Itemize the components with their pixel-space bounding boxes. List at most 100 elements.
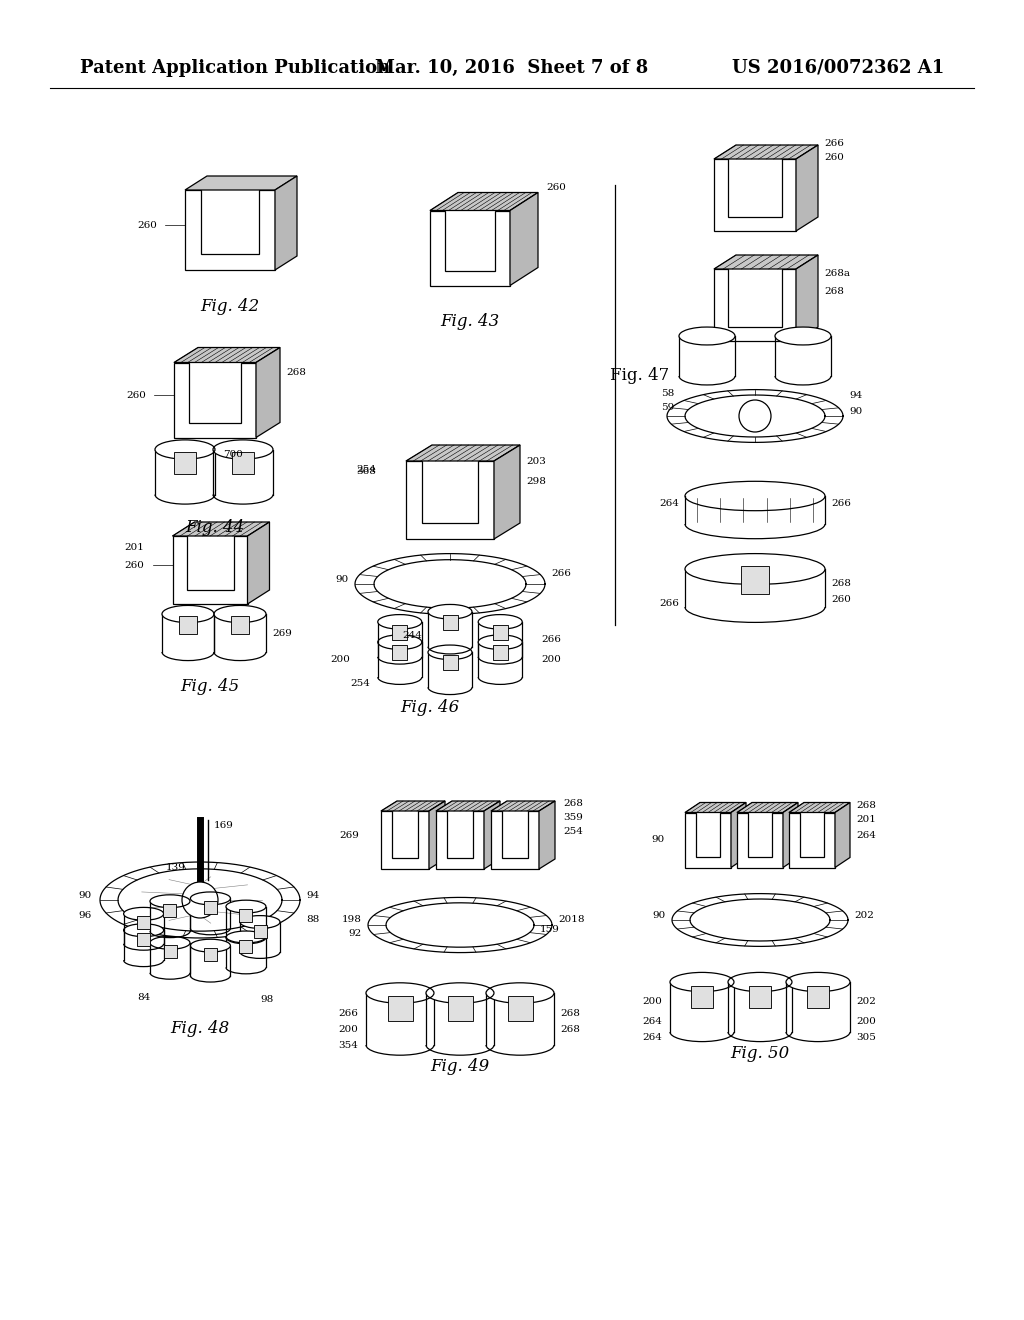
Text: 700: 700 (223, 450, 243, 459)
Bar (428, 652, 472, 688)
Text: 260: 260 (831, 594, 851, 603)
Text: 298: 298 (526, 477, 546, 486)
Bar (691, 986, 713, 1008)
Polygon shape (685, 803, 746, 813)
Text: 58: 58 (662, 389, 674, 399)
Text: 84: 84 (137, 994, 150, 1002)
Text: US 2016/0072362 A1: US 2016/0072362 A1 (732, 59, 944, 77)
Bar (387, 997, 413, 1022)
Text: 266: 266 (824, 139, 844, 148)
Bar (232, 451, 254, 474)
Bar (486, 993, 554, 1045)
Circle shape (182, 882, 218, 917)
Bar (179, 616, 197, 635)
Bar (240, 921, 280, 952)
Polygon shape (213, 440, 273, 459)
Bar (428, 611, 472, 647)
Polygon shape (478, 635, 522, 649)
Text: 98: 98 (260, 995, 273, 1005)
Bar (150, 942, 190, 973)
Text: Fig. 48: Fig. 48 (170, 1020, 229, 1038)
Text: 159: 159 (540, 925, 560, 935)
Text: Patent Application Publication: Patent Application Publication (80, 59, 390, 77)
Text: 268a: 268a (824, 269, 850, 279)
Polygon shape (155, 440, 215, 459)
Polygon shape (378, 635, 422, 649)
Text: 94: 94 (306, 891, 319, 899)
Bar (124, 913, 164, 944)
Polygon shape (214, 606, 266, 623)
Polygon shape (381, 810, 429, 869)
Polygon shape (226, 900, 266, 913)
Text: 269: 269 (339, 830, 359, 840)
Bar (685, 496, 825, 524)
Text: 266: 266 (551, 569, 570, 578)
Bar (366, 993, 434, 1045)
Polygon shape (406, 461, 494, 539)
Text: Fig. 43: Fig. 43 (440, 314, 500, 330)
Polygon shape (124, 907, 164, 920)
Text: 268: 268 (560, 1008, 580, 1018)
Bar (378, 642, 422, 677)
Text: 254: 254 (350, 680, 370, 689)
Bar (775, 337, 831, 376)
Text: 198: 198 (342, 916, 362, 924)
Bar (190, 899, 230, 928)
Polygon shape (162, 606, 214, 623)
Text: 264: 264 (856, 830, 876, 840)
Bar (124, 931, 164, 960)
Bar (137, 933, 151, 945)
Polygon shape (275, 176, 297, 271)
Bar (728, 982, 792, 1032)
Text: 260: 260 (125, 561, 144, 569)
Polygon shape (790, 803, 850, 813)
Text: 90: 90 (651, 836, 665, 845)
Bar (685, 569, 825, 607)
Text: 90: 90 (849, 407, 862, 416)
Bar (741, 566, 769, 594)
Polygon shape (539, 801, 555, 869)
Bar (213, 450, 273, 495)
Bar (442, 655, 458, 671)
Bar (204, 900, 217, 913)
Text: 90: 90 (652, 911, 666, 920)
Bar (392, 624, 408, 640)
Text: Fig. 44: Fig. 44 (185, 519, 245, 536)
Text: 200: 200 (642, 998, 662, 1006)
Polygon shape (737, 813, 783, 867)
Text: 254: 254 (563, 828, 583, 837)
Polygon shape (790, 813, 835, 867)
Bar (426, 993, 494, 1045)
Polygon shape (775, 327, 831, 345)
Text: 264: 264 (642, 1018, 662, 1027)
Bar (670, 982, 734, 1032)
Polygon shape (240, 916, 280, 928)
Text: Fig. 42: Fig. 42 (201, 298, 260, 315)
Bar (786, 982, 850, 1032)
Text: 260: 260 (126, 391, 146, 400)
Bar (155, 450, 215, 495)
Bar (240, 940, 253, 953)
Text: 269: 269 (272, 628, 292, 638)
Polygon shape (510, 193, 538, 285)
Polygon shape (226, 931, 266, 944)
Bar (392, 645, 408, 660)
Text: 266: 266 (831, 499, 851, 508)
Polygon shape (685, 813, 731, 867)
Text: 359: 359 (563, 813, 583, 822)
Polygon shape (378, 615, 422, 630)
Polygon shape (174, 363, 256, 437)
Bar (447, 997, 472, 1022)
Polygon shape (150, 895, 190, 908)
Polygon shape (428, 605, 472, 619)
Bar (679, 337, 735, 376)
Text: 202: 202 (856, 998, 876, 1006)
Bar (749, 986, 771, 1008)
Text: 268: 268 (831, 579, 851, 589)
Polygon shape (248, 521, 269, 605)
Polygon shape (430, 193, 538, 210)
Bar (164, 945, 176, 958)
Text: Mar. 10, 2016  Sheet 7 of 8: Mar. 10, 2016 Sheet 7 of 8 (376, 59, 648, 77)
Polygon shape (190, 940, 230, 952)
Bar (478, 642, 522, 677)
